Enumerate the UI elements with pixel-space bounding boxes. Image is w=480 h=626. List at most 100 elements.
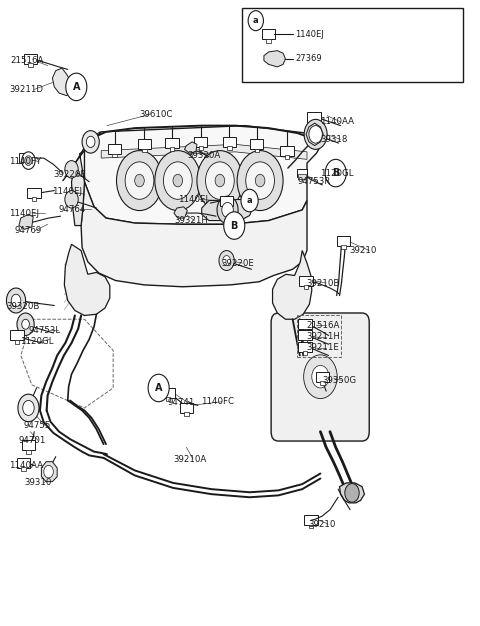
Bar [304, 515, 318, 525]
Bar [170, 148, 174, 151]
Bar [22, 441, 35, 451]
Circle shape [304, 120, 327, 150]
Bar [138, 140, 151, 150]
Text: 39211D: 39211D [9, 85, 43, 94]
Bar [224, 205, 229, 208]
Bar [165, 138, 179, 148]
Polygon shape [202, 199, 253, 220]
Circle shape [135, 174, 144, 187]
Circle shape [246, 162, 275, 199]
Circle shape [82, 131, 99, 153]
Polygon shape [52, 68, 72, 96]
Bar [303, 351, 307, 355]
Bar [308, 112, 321, 122]
Circle shape [86, 136, 95, 148]
Circle shape [304, 355, 337, 399]
Circle shape [173, 174, 182, 187]
Bar [250, 140, 264, 150]
Text: 1140EJ: 1140EJ [52, 187, 83, 197]
Circle shape [222, 202, 233, 217]
Bar [10, 331, 24, 341]
Bar [166, 398, 170, 401]
Bar [15, 340, 19, 344]
Bar [320, 381, 324, 385]
Bar [299, 174, 306, 179]
Bar [32, 197, 36, 201]
Circle shape [22, 319, 29, 329]
Bar [299, 331, 312, 341]
Circle shape [217, 196, 238, 223]
Text: 94701: 94701 [19, 436, 46, 445]
Bar [227, 146, 232, 150]
Bar [309, 525, 313, 528]
Circle shape [6, 288, 25, 313]
Bar [194, 137, 207, 147]
Text: 39210B: 39210B [306, 279, 339, 287]
Circle shape [223, 255, 230, 265]
Bar [108, 145, 121, 155]
Circle shape [237, 151, 283, 210]
Text: 39610C: 39610C [140, 110, 173, 119]
Polygon shape [101, 145, 307, 160]
Circle shape [65, 161, 78, 178]
Bar [262, 29, 276, 39]
Circle shape [309, 126, 323, 143]
Text: 39210: 39210 [349, 246, 376, 255]
Polygon shape [19, 214, 33, 229]
Text: 39318: 39318 [321, 135, 348, 144]
Text: A: A [72, 82, 80, 92]
Bar [220, 195, 233, 205]
Bar [22, 467, 26, 471]
Text: 1120GL: 1120GL [321, 168, 354, 178]
Text: A: A [155, 383, 162, 393]
Text: 39220E: 39220E [53, 170, 86, 179]
Bar [280, 146, 294, 156]
Bar [112, 154, 117, 158]
Polygon shape [306, 123, 323, 146]
Circle shape [163, 162, 192, 199]
Circle shape [65, 190, 78, 208]
Bar [336, 235, 350, 245]
Bar [299, 319, 312, 329]
Text: 94769: 94769 [14, 226, 41, 235]
Bar [26, 450, 31, 454]
Text: 39310: 39310 [24, 478, 52, 488]
Text: 1140FY: 1140FY [9, 157, 42, 167]
Polygon shape [81, 182, 307, 287]
Circle shape [25, 156, 32, 165]
Text: 39321H: 39321H [174, 216, 208, 225]
Bar [303, 329, 307, 332]
Polygon shape [264, 51, 286, 67]
Text: a: a [247, 196, 252, 205]
Polygon shape [184, 142, 197, 153]
Bar [184, 413, 189, 416]
Bar [299, 342, 312, 352]
Bar [28, 63, 33, 67]
Circle shape [11, 294, 21, 307]
Circle shape [248, 11, 264, 31]
Polygon shape [174, 207, 187, 218]
Circle shape [66, 73, 87, 101]
Circle shape [325, 160, 346, 187]
Circle shape [22, 152, 35, 170]
Circle shape [18, 394, 39, 422]
Bar [298, 170, 307, 177]
Polygon shape [64, 244, 110, 316]
Text: 39210: 39210 [308, 520, 336, 528]
Circle shape [197, 151, 243, 210]
Bar [180, 403, 193, 413]
Circle shape [205, 162, 234, 199]
Text: 39220E: 39220E [222, 259, 255, 267]
Text: B: B [332, 168, 339, 178]
Bar [300, 275, 313, 285]
Bar [27, 188, 41, 198]
Circle shape [23, 401, 34, 416]
Bar [304, 285, 308, 289]
Text: 39211H: 39211H [306, 332, 340, 341]
Circle shape [155, 151, 201, 210]
Circle shape [255, 174, 265, 187]
Bar [242, 8, 463, 82]
Bar [24, 54, 37, 64]
Text: 39210A: 39210A [173, 454, 206, 464]
Circle shape [345, 483, 359, 502]
